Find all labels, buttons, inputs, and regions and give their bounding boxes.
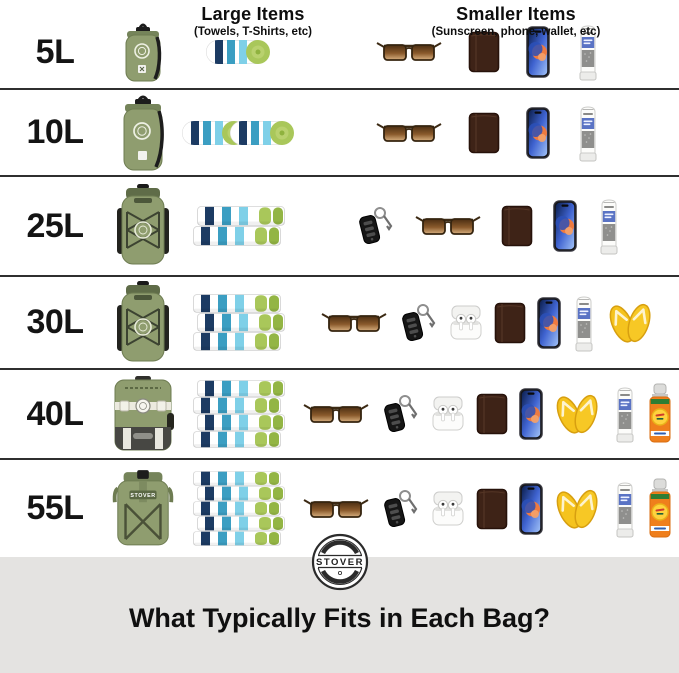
- size-rows: 5L: [0, 0, 679, 557]
- sunscreen-tube-icon: [613, 385, 637, 443]
- wallet-icon: [501, 205, 533, 247]
- bag-5l-icon: [110, 20, 176, 84]
- towel-icon: [193, 294, 281, 313]
- towel-icon: [230, 118, 296, 148]
- row-40l: 40L: [0, 370, 679, 460]
- size-label: 55L: [26, 489, 84, 527]
- sunglasses-icon: [303, 497, 369, 521]
- phone-icon: [536, 296, 561, 349]
- bag-25l-icon: [110, 182, 176, 270]
- sunscreen-spray-icon: [648, 478, 672, 540]
- sunglasses-icon: [376, 121, 442, 145]
- bag-40l-icon: [110, 375, 176, 453]
- wallet-icon: [476, 393, 508, 435]
- stover-logo-text: STOVER: [316, 557, 364, 568]
- sunglasses-icon: [303, 402, 369, 426]
- car-keys-icon: [380, 392, 420, 436]
- towel-icon: [197, 486, 285, 501]
- wallet-icon: [476, 488, 508, 530]
- stover-logo: STOVER: [311, 533, 369, 591]
- towel-stack: [176, 118, 302, 148]
- sunscreen-tube-icon: [572, 294, 596, 352]
- small-items-group: [302, 294, 673, 352]
- car-keys-icon: [398, 301, 438, 345]
- flip-flops-icon: [554, 484, 602, 534]
- row-10l: 10L: [0, 90, 679, 177]
- sunscreen-tube-icon: [576, 23, 600, 81]
- sunglasses-icon: [415, 214, 481, 238]
- sunscreen-tube-icon: [597, 197, 621, 255]
- towel-icon: [197, 206, 285, 226]
- size-label: 40L: [26, 394, 84, 433]
- bag-30l-icon: [110, 279, 176, 367]
- footer: STOVER What Typically Fits in Each Bag?: [0, 533, 679, 673]
- sunglasses-icon: [321, 311, 387, 335]
- small-items-group: [302, 478, 673, 540]
- towel-stack: [176, 37, 302, 67]
- phone-icon: [519, 388, 543, 440]
- small-items-group: [302, 383, 673, 445]
- row-25l: 25L: [0, 177, 679, 277]
- airpods-icon: [449, 305, 483, 341]
- sunglasses-icon: [376, 40, 442, 64]
- towel-icon: [197, 380, 285, 397]
- wallet-icon: [468, 31, 500, 73]
- airpods-icon: [431, 396, 465, 432]
- towel-icon: [197, 313, 285, 332]
- towel-icon: [197, 516, 285, 531]
- bag-10l-icon: [110, 93, 176, 173]
- flip-flops-icon: [607, 298, 655, 348]
- towel-icon: [193, 531, 281, 546]
- towel-stack: [176, 471, 302, 546]
- towel-icon: [193, 332, 281, 351]
- small-items-group: [302, 104, 673, 162]
- sunscreen-tube-icon: [576, 104, 600, 162]
- phone-icon: [519, 482, 543, 535]
- car-keys-icon: [380, 487, 420, 531]
- phone-icon: [525, 26, 550, 78]
- towel-stack: [176, 206, 302, 246]
- flip-flops-icon: [554, 389, 602, 439]
- towel-icon: [197, 414, 285, 431]
- towel-stack: [176, 294, 302, 351]
- svg-text:STOVER: STOVER: [130, 492, 155, 498]
- wallet-icon: [468, 112, 500, 154]
- towel-icon: [193, 471, 281, 486]
- footer-title: What Typically Fits in Each Bag?: [128, 603, 551, 633]
- size-label: 5L: [35, 32, 75, 71]
- wallet-icon: [494, 302, 526, 344]
- towel-stack: [176, 380, 302, 448]
- small-items-group: [302, 23, 673, 81]
- towel-icon: [206, 37, 272, 67]
- towel-icon: [193, 226, 281, 246]
- towel-icon: [193, 431, 281, 448]
- sunscreen-tube-icon: [613, 480, 637, 538]
- size-label: 30L: [26, 303, 84, 341]
- towel-icon: [193, 397, 281, 414]
- row-5l: 5L: [0, 0, 679, 90]
- phone-icon: [525, 106, 550, 159]
- car-keys-icon: [355, 204, 395, 248]
- bag-55l-icon: STOVER: [110, 468, 176, 550]
- size-label: 25L: [26, 206, 84, 245]
- small-items-group: [302, 197, 673, 255]
- phone-icon: [552, 200, 577, 252]
- row-55l: 55L STOVER: [0, 460, 679, 557]
- size-label: 10L: [26, 113, 84, 151]
- row-30l: 30L: [0, 277, 679, 370]
- sunscreen-spray-icon: [648, 383, 672, 445]
- airpods-icon: [431, 491, 465, 527]
- towel-icon: [193, 501, 281, 516]
